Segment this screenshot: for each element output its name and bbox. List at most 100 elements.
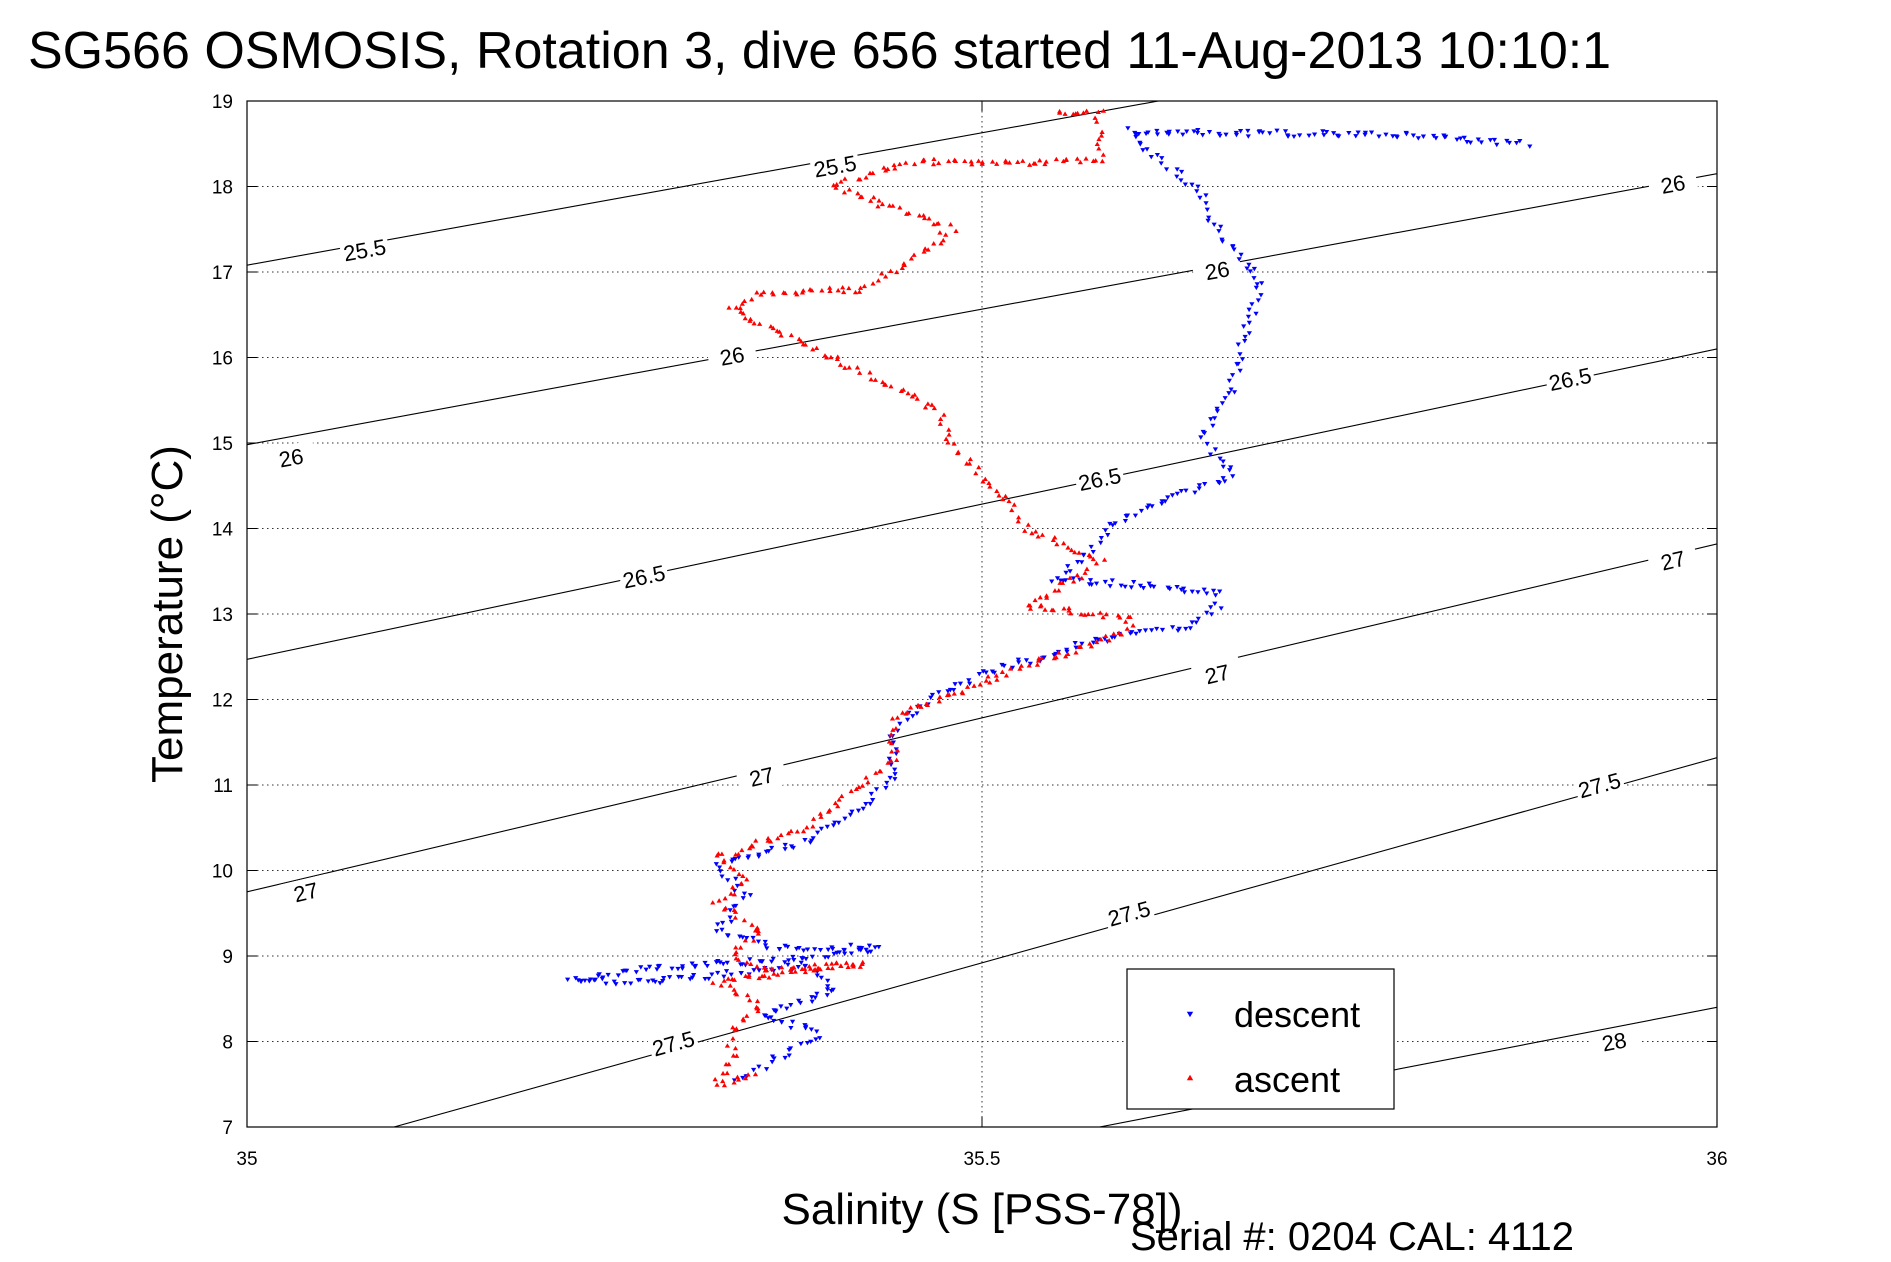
data-point-descent [788, 1025, 794, 1031]
x-tick-label: 35.5 [964, 1149, 1001, 1170]
data-point-ascent [951, 157, 958, 163]
data-point-descent [761, 1013, 768, 1018]
data-point-ascent [983, 678, 989, 683]
data-point-descent [1238, 252, 1244, 258]
data-point-ascent [1100, 614, 1106, 620]
data-point-descent [1092, 636, 1099, 642]
data-point-ascent [946, 158, 952, 164]
data-point-descent [1242, 334, 1248, 340]
data-point-descent [669, 966, 675, 972]
data-point-descent [1226, 391, 1232, 396]
data-point-descent [1237, 368, 1243, 374]
data-point-ascent [744, 876, 750, 882]
data-point-descent [1063, 570, 1069, 576]
data-point-ascent [819, 288, 825, 293]
data-point-descent [849, 809, 855, 815]
data-point-ascent [1094, 119, 1100, 124]
data-point-ascent [1026, 663, 1032, 668]
data-point-ascent [1052, 534, 1058, 540]
data-point-ascent [846, 187, 853, 192]
data-point-ascent [897, 161, 903, 167]
data-point-descent [1198, 435, 1204, 440]
data-point-descent [763, 849, 769, 855]
data-point-descent [603, 981, 609, 987]
data-point-descent [720, 961, 726, 967]
data-point-ascent [878, 271, 885, 276]
data-point-descent [1145, 130, 1151, 135]
data-point-ascent [911, 252, 917, 257]
data-point-descent [1182, 182, 1188, 187]
data-point-descent [731, 904, 737, 909]
data-point-ascent [710, 900, 716, 905]
data-point-ascent [900, 387, 907, 392]
data-point-descent [782, 1055, 788, 1061]
data-point-descent [573, 976, 579, 981]
data-point-descent [1206, 130, 1213, 135]
contour-label-text: 27 [1658, 546, 1688, 576]
data-point-descent [1128, 585, 1134, 590]
data-point-descent [892, 772, 898, 777]
data-point-ascent [1067, 575, 1073, 580]
contour-label-text: 27.5 [649, 1026, 697, 1062]
data-point-ascent [748, 961, 754, 967]
data-point-descent [769, 1059, 775, 1065]
data-point-descent [728, 919, 734, 925]
data-point-ascent [754, 290, 760, 295]
data-point-descent [734, 883, 740, 889]
data-point-ascent [1062, 111, 1068, 116]
data-point-descent [884, 780, 890, 786]
data-point-descent [769, 959, 775, 965]
data-point-ascent [860, 959, 866, 965]
data-point-descent [814, 973, 820, 978]
data-point-ascent [964, 684, 971, 689]
data-point-descent [951, 687, 957, 693]
data-point-ascent [989, 159, 996, 164]
data-point-ascent [1042, 161, 1048, 167]
data-point-ascent [1000, 496, 1006, 502]
data-point-descent [1245, 314, 1252, 320]
data-point-ascent [953, 228, 959, 233]
data-point-descent [1257, 129, 1263, 134]
data-point-ascent [761, 289, 767, 295]
data-point-ascent [856, 784, 862, 790]
data-point-ascent [766, 975, 772, 980]
data-point-descent [676, 974, 682, 980]
density-contour-26 [247, 173, 1717, 446]
contour-label-bg [1073, 461, 1126, 497]
legend-marker-ascent [1186, 1074, 1194, 1081]
data-point-descent [1355, 130, 1361, 135]
data-point-ascent [756, 975, 762, 981]
data-point-descent [1195, 616, 1201, 622]
data-point-ascent [1032, 161, 1038, 166]
data-point-ascent [1054, 541, 1060, 547]
data-point-descent [715, 970, 721, 976]
data-point-ascent [749, 296, 755, 302]
data-point-descent [1065, 564, 1071, 569]
data-point-ascent [753, 838, 759, 843]
data-point-ascent [870, 170, 876, 176]
data-point-ascent [1076, 644, 1082, 650]
data-point-descent [1246, 307, 1252, 313]
data-point-descent [807, 840, 814, 845]
data-point-descent [729, 859, 735, 864]
data-point-ascent [735, 1077, 742, 1082]
data-point-ascent [842, 176, 848, 181]
data-point-ascent [837, 362, 844, 367]
data-point-descent [1191, 129, 1197, 134]
data-point-ascent [733, 852, 739, 857]
data-point-descent [702, 976, 708, 982]
data-point-ascent [721, 978, 727, 983]
data-point-descent [1320, 129, 1326, 134]
data-point-ascent [909, 394, 915, 399]
data-point-ascent [931, 156, 937, 162]
data-point-descent [1231, 247, 1237, 252]
data-point-descent [814, 1029, 820, 1034]
data-point-ascent [994, 677, 1000, 682]
data-point-descent [1227, 468, 1233, 473]
data-point-descent [1215, 479, 1221, 485]
data-point-descent [1236, 257, 1242, 262]
y-tick-label: 12 [212, 691, 233, 712]
y-tick-label: 19 [212, 92, 233, 113]
data-point-descent [1107, 584, 1113, 589]
data-point-ascent [994, 161, 1000, 166]
